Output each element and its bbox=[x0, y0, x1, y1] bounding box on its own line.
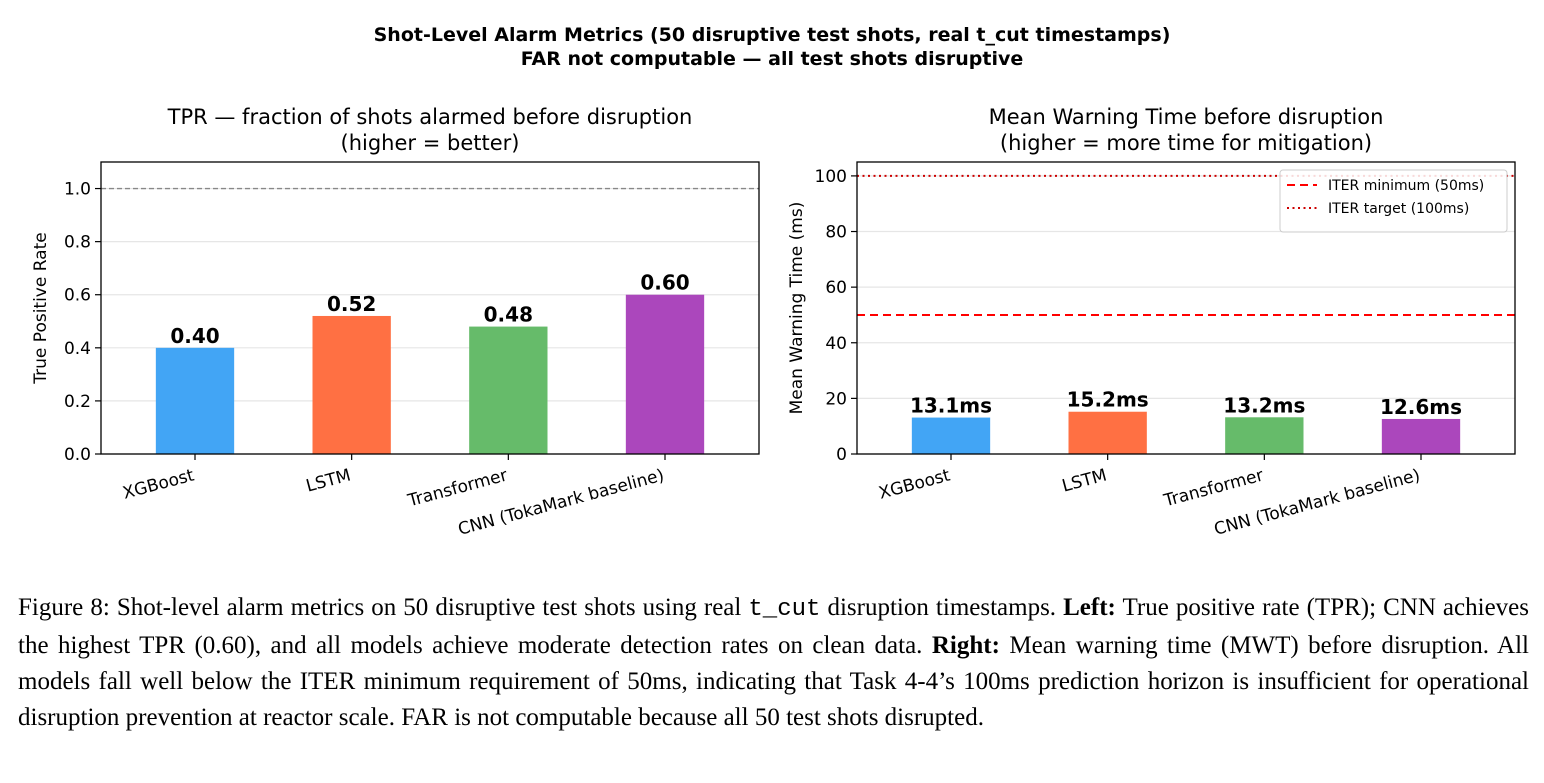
figure-suptitle-line1: Shot-Level Alarm Metrics (50 disruptive … bbox=[373, 24, 1171, 46]
panel-0-ytick-label-5: 1.0 bbox=[64, 180, 91, 200]
caption-part-3: True positive rate (TPR); CNN achieves t… bbox=[18, 594, 1529, 659]
panel-1-bar-3 bbox=[1381, 418, 1461, 454]
panel-1-value-label-0: 13.1ms bbox=[910, 394, 992, 418]
caption-part-4: Mean warning time (MWT) before disruptio… bbox=[18, 632, 1530, 731]
panel-1-ytick-label-3: 60 bbox=[825, 278, 847, 298]
panel-0-axes-frame bbox=[100, 161, 760, 455]
legend-label-0: ITER minimum (50ms) bbox=[1328, 178, 1484, 194]
panel-1-bar-0 bbox=[911, 417, 991, 454]
figure-suptitle-line2: FAR not computable — all test shots disr… bbox=[520, 48, 1024, 70]
panel-1-value-label-2: 13.2ms bbox=[1223, 393, 1305, 417]
panel-0-value-label-3: 0.60 bbox=[640, 271, 689, 295]
panel-0-ylabel: True Positive Rate bbox=[31, 232, 51, 384]
panel-0-xtick-label-2: Transformer bbox=[405, 466, 510, 512]
panel-0-bar-3 bbox=[625, 294, 705, 454]
panel-0-ytick-label-0: 0.0 bbox=[64, 445, 91, 465]
panel-1-xtick-label-1: LSTM bbox=[1060, 466, 1109, 497]
panel-0-bar-2 bbox=[469, 326, 548, 454]
caption-part-1: Figure 8: Shot-level alarm metrics on 50… bbox=[18, 594, 749, 621]
panel-1-ytick-label-4: 80 bbox=[825, 223, 847, 243]
caption-left-label: Left: bbox=[1063, 594, 1116, 621]
caption-part-2: disruption timestamps. bbox=[820, 594, 1064, 621]
legend-box bbox=[1279, 169, 1508, 233]
panel-0-ytick-label-3: 0.6 bbox=[64, 286, 91, 306]
panel-0-value-label-0: 0.40 bbox=[170, 324, 219, 348]
panel-1-subtitle: (higher = more time for mitigation) bbox=[1000, 131, 1372, 155]
panel-1-bar-2 bbox=[1225, 417, 1304, 454]
caption-code-tcut: t_cut bbox=[748, 596, 821, 623]
panel-1-ytick-label-0: 0 bbox=[836, 445, 847, 465]
panel-0-ytick-label-4: 0.8 bbox=[64, 233, 91, 253]
panel-1-ytick-label-5: 100 bbox=[815, 167, 847, 187]
panel-0-value-label-1: 0.52 bbox=[327, 292, 376, 316]
panel-1-ytick-label-2: 40 bbox=[825, 334, 847, 354]
panel-1-xtick-label-2: Transformer bbox=[1161, 466, 1266, 512]
caption-right-label: Right: bbox=[931, 632, 1000, 659]
panel-1-value-label-3: 12.6ms bbox=[1380, 395, 1462, 419]
panel-1-axes-frame bbox=[856, 161, 1516, 455]
panel-0-bar-0 bbox=[155, 347, 235, 454]
figure-canvas: TPR — fraction of shots alarmed before d… bbox=[31, 105, 1516, 540]
panel-0-ytick-label-2: 0.4 bbox=[64, 339, 91, 359]
panel-1-xtick-label-0: XGBoost bbox=[877, 465, 953, 503]
panel-0-xtick-label-1: LSTM bbox=[304, 466, 353, 497]
panel-0-ytick-label-1: 0.2 bbox=[64, 392, 91, 412]
panel-0-xtick-label-0: XGBoost bbox=[121, 465, 197, 503]
panel-0-subtitle: (higher = better) bbox=[341, 131, 520, 155]
panel-1-title: Mean Warning Time before disruption bbox=[989, 105, 1384, 129]
figure-caption: Figure 8: Shot-level alarm metrics on 50… bbox=[18, 590, 1529, 736]
panel-1-ytick-label-1: 20 bbox=[825, 389, 847, 409]
panel-0-value-label-2: 0.48 bbox=[484, 303, 533, 327]
panel-1-bar-1 bbox=[1068, 411, 1147, 454]
panel-1-value-label-1: 15.2ms bbox=[1067, 388, 1149, 412]
panel-0-title: TPR — fraction of shots alarmed before d… bbox=[167, 105, 693, 129]
panel-1-ylabel: Mean Warning Time (ms) bbox=[787, 202, 807, 415]
panel-0-bar-1 bbox=[312, 315, 391, 454]
legend-label-1: ITER target (100ms) bbox=[1328, 201, 1469, 217]
